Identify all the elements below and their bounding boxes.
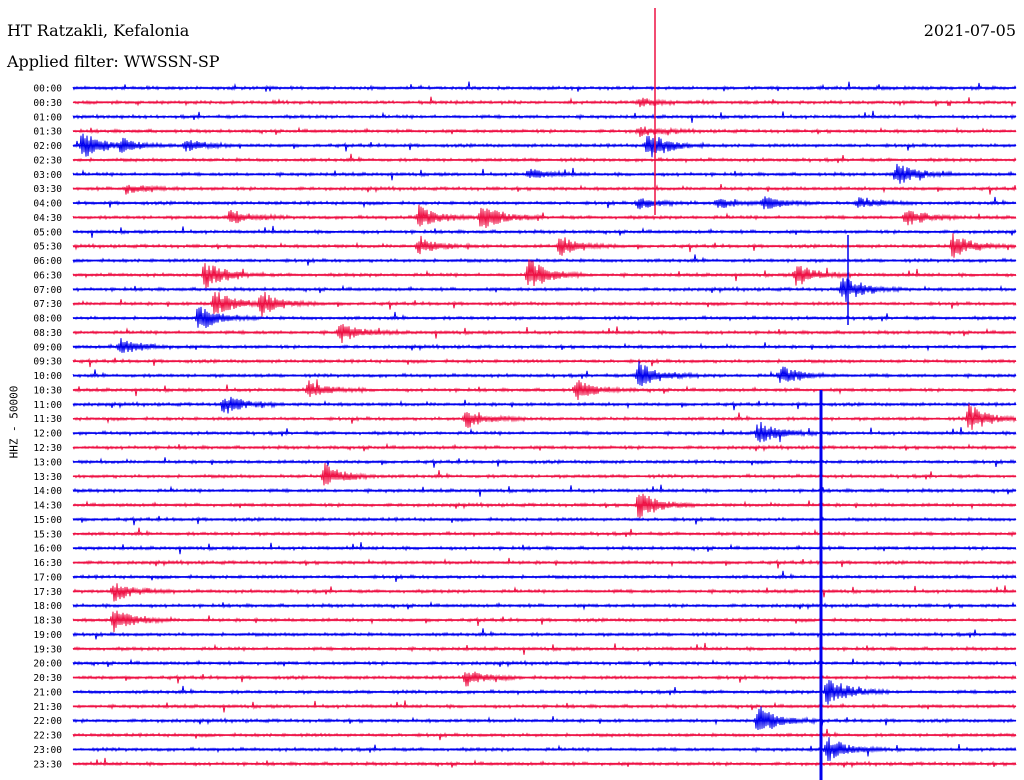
tick-label-2200: 22:00	[33, 716, 62, 727]
tick-label-1830: 18:30	[33, 616, 62, 627]
tick-label-1400: 14:00	[33, 486, 62, 497]
tick-label-0730: 07:30	[33, 299, 62, 310]
tick-label-0400: 04:00	[33, 199, 62, 210]
tick-label-1230: 12:30	[33, 443, 62, 454]
trace-0000	[72, 81, 1017, 92]
filter-label: Applied filter: WWSSN-SP	[7, 52, 220, 71]
tick-label-0330: 03:30	[33, 184, 62, 195]
station-title: HT Ratzakli, Kefalonia	[7, 21, 190, 40]
tick-label-2030: 20:30	[33, 673, 62, 684]
tick-label-1430: 14:30	[33, 501, 62, 512]
trace-1530	[72, 527, 1017, 538]
tick-label-0430: 04:30	[33, 213, 62, 224]
tick-label-0230: 02:30	[33, 155, 62, 166]
trace-1200	[72, 421, 1017, 443]
tick-label-1730: 17:30	[33, 587, 62, 598]
tick-label-2100: 21:00	[33, 687, 62, 698]
tick-label-2130: 21:30	[33, 702, 62, 713]
tick-label-1200: 12:00	[33, 429, 62, 440]
trace-1830	[72, 610, 1017, 633]
tick-label-2000: 20:00	[33, 659, 62, 670]
tick-label-1930: 19:30	[33, 644, 62, 655]
tick-label-1600: 16:00	[33, 544, 62, 555]
trace-0430	[72, 204, 1017, 229]
tick-label-1500: 15:00	[33, 515, 62, 526]
tick-label-0700: 07:00	[33, 285, 62, 296]
trace-0830	[72, 324, 1017, 344]
trace-1100	[72, 396, 1017, 414]
tick-label-2230: 22:30	[33, 731, 62, 742]
tick-label-0930: 09:30	[33, 357, 62, 368]
tick-label-0830: 08:30	[33, 328, 62, 339]
tick-label-2330: 23:30	[33, 759, 62, 770]
trace-2030	[72, 671, 1017, 687]
tick-label-0200: 02:00	[33, 141, 62, 152]
tick-label-1300: 13:00	[33, 457, 62, 468]
tick-label-1100: 11:00	[33, 400, 62, 411]
trace-1130	[72, 403, 1017, 430]
tick-label-1530: 15:30	[33, 529, 62, 540]
trace-0230	[72, 153, 1017, 164]
trace-1000	[72, 361, 1017, 387]
tick-label-0900: 09:00	[33, 342, 62, 353]
tick-label-0500: 05:00	[33, 227, 62, 238]
tick-label-0300: 03:00	[33, 170, 62, 181]
record-date: 2021-07-05	[923, 21, 1016, 40]
tick-label-1900: 19:00	[33, 630, 62, 641]
trace-2330	[72, 757, 1017, 769]
trace-2200	[72, 706, 1017, 731]
tick-label-2300: 23:00	[33, 745, 62, 756]
tick-label-0130: 01:30	[33, 127, 62, 138]
filter-prefix: Applied filter:	[7, 52, 119, 71]
tick-label-1700: 17:00	[33, 572, 62, 583]
tick-label-0030: 00:30	[33, 98, 62, 109]
filter-value: WWSSN-SP	[123, 52, 220, 71]
trace-1500	[72, 515, 1017, 526]
tick-label-1330: 13:30	[33, 472, 62, 483]
trace-0630	[72, 259, 1017, 289]
tick-label-0530: 05:30	[33, 242, 62, 253]
tick-label-1030: 10:30	[33, 385, 62, 396]
tick-label-0000: 00:00	[33, 84, 62, 95]
trace-1330	[72, 463, 1017, 486]
tick-label-0630: 06:30	[33, 270, 62, 281]
tick-label-0800: 08:00	[33, 314, 62, 325]
tick-label-1000: 10:00	[33, 371, 62, 382]
tick-label-0600: 06:00	[33, 256, 62, 267]
tick-label-1800: 18:00	[33, 601, 62, 612]
trace-0900	[72, 338, 1017, 353]
tick-label-0100: 01:00	[33, 112, 62, 123]
trace-0930	[72, 357, 1017, 368]
trace-1730	[72, 583, 1017, 602]
tick-label-1630: 16:30	[33, 558, 62, 569]
tick-label-1130: 11:30	[33, 414, 62, 425]
